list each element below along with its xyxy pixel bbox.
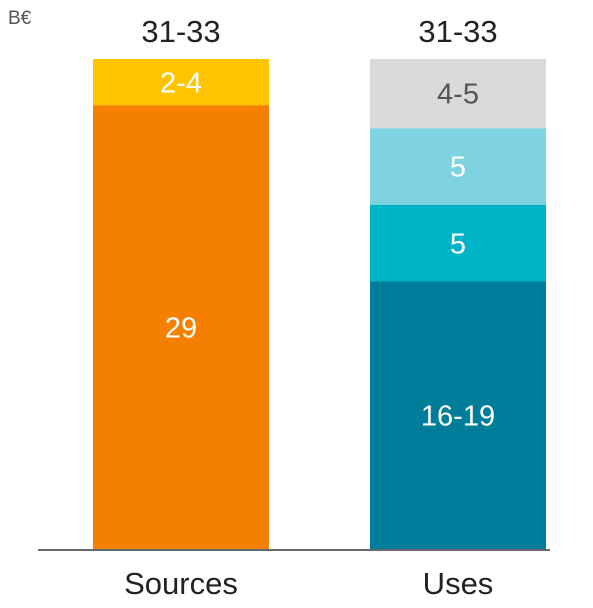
segment-label-uses-2: 5 xyxy=(449,151,467,184)
bar-segment-sources-1 xyxy=(93,59,269,106)
category-label-sources: Sources xyxy=(124,566,238,601)
unit-label: B€ xyxy=(8,8,32,29)
segment-label-sources-0: 29 xyxy=(164,312,198,345)
segment-label-uses-3: 4-5 xyxy=(437,78,479,111)
segment-label-sources-1: 2-4 xyxy=(160,67,202,100)
total-label-uses: 31-33 xyxy=(418,14,498,49)
bar-segment-uses-1 xyxy=(370,204,546,282)
category-label-uses: Uses xyxy=(422,566,494,601)
segment-label-uses-0: 16-19 xyxy=(420,400,496,433)
bar-segment-sources-0 xyxy=(93,104,269,550)
x-axis-baseline xyxy=(38,549,550,551)
bar-segment-uses-3 xyxy=(370,59,546,129)
bar-segment-uses-0 xyxy=(370,281,546,550)
segment-label-uses-1: 5 xyxy=(449,228,467,261)
total-label-sources: 31-33 xyxy=(141,14,221,49)
bar-segment-uses-2 xyxy=(370,127,546,205)
